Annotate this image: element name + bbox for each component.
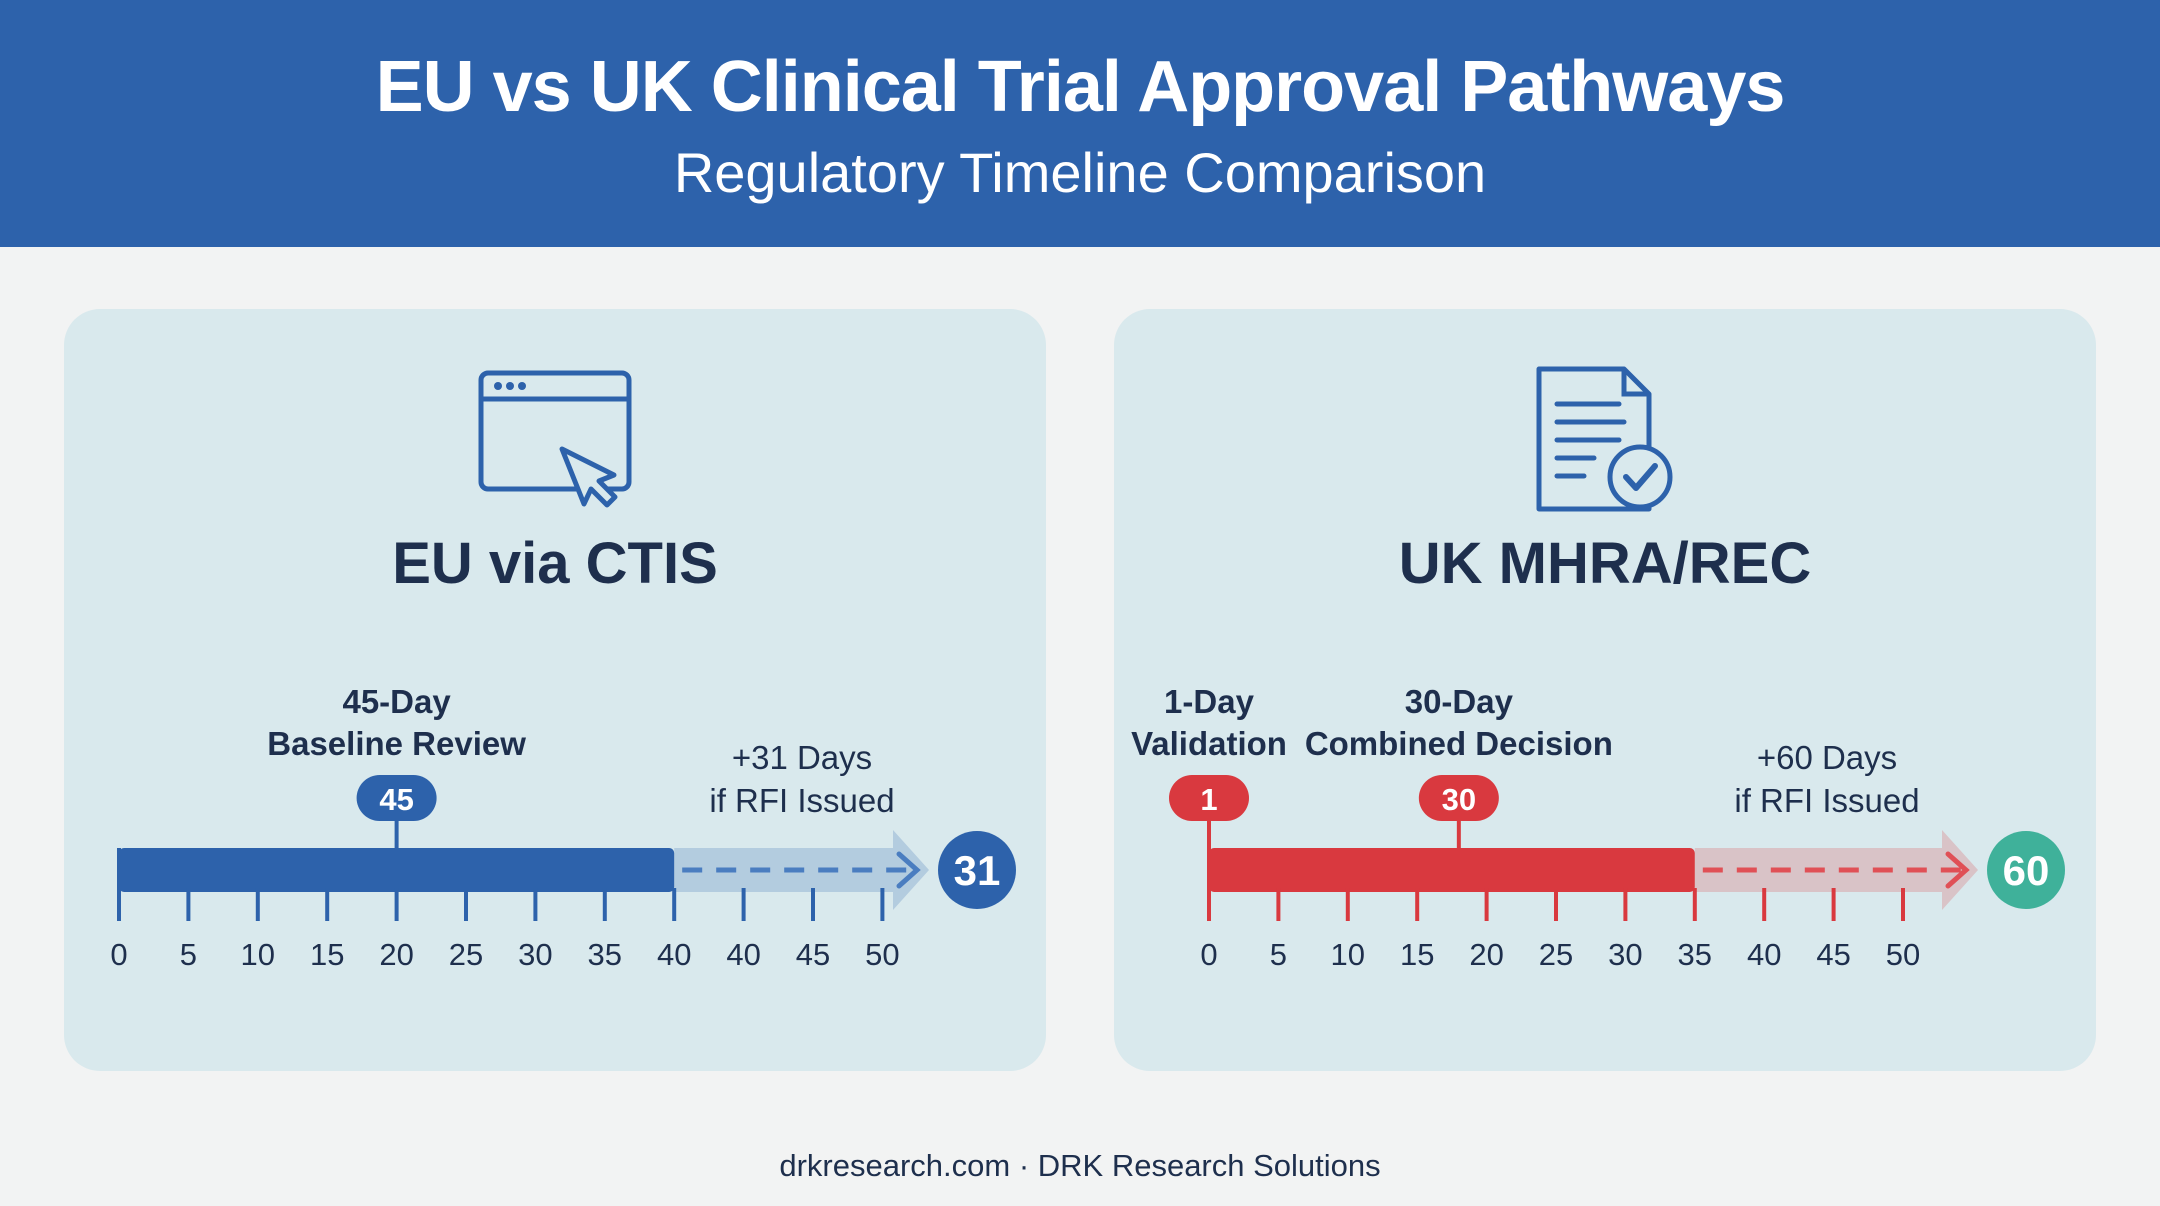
- milestone-label-line1: 30-Day: [1405, 683, 1514, 720]
- tick-label: 40: [657, 937, 691, 972]
- document-checkmark-icon: [1536, 366, 1673, 512]
- milestone-label-line2: Combined Decision: [1305, 725, 1613, 762]
- uk-timeline-diagram: UK MHRA/REC 0 5 10 15 20 25 30 35 40 45 50 1 1-Day Val…: [1131, 366, 2065, 972]
- tick-label: 0: [1200, 937, 1217, 972]
- panel-title: EU via CTIS: [392, 531, 718, 596]
- page-title: EU vs UK Clinical Trial Approval Pathway…: [375, 47, 1786, 127]
- extension-end-badge: [938, 831, 1016, 909]
- milestone-label-line1: 1-Day: [1164, 683, 1255, 720]
- tick-label: 10: [1331, 937, 1365, 972]
- tick-label: 40: [1747, 937, 1781, 972]
- tick-label: 50: [1886, 937, 1920, 972]
- extension-label-line1: +31 Days: [732, 739, 872, 776]
- extension-arrowhead: [896, 851, 921, 889]
- panel-title: UK MHRA/REC: [1399, 531, 1811, 596]
- tick-label: 15: [310, 937, 344, 972]
- eu-timeline-diagram: EU via CTIS 0 5 10 15 20 25 30 35 40 40 45 50 45 45-Da…: [110, 370, 1016, 972]
- tick-label: 40: [726, 937, 760, 972]
- tick-label: 45: [1816, 937, 1850, 972]
- tick-label: 0: [110, 937, 127, 972]
- tick-label: 25: [449, 937, 483, 972]
- tick-label: 35: [1678, 937, 1712, 972]
- extension-arrowhead: [1945, 851, 1970, 889]
- tick-label: 10: [241, 937, 275, 972]
- panel-uk: UK MHRA/REC 0 5 10 15 20 25 30 35 40 45 50 1 1-Day Val…: [1114, 309, 2096, 1071]
- extension-end-value: 60: [2003, 847, 2050, 894]
- tick-label: 25: [1539, 937, 1573, 972]
- panel-eu: EU via CTIS 0 5 10 15 20 25 30 35 40 40 45 50 45 45-Da…: [64, 309, 1046, 1071]
- extension-end-badge: [1987, 831, 2065, 909]
- milestone-label-line2: Validation: [1131, 725, 1287, 762]
- milestone-label-line1: 45-Day: [342, 683, 451, 720]
- tick-label: 5: [1270, 937, 1287, 972]
- tick-label: 20: [379, 937, 413, 972]
- tick-label: 20: [1469, 937, 1503, 972]
- timeline-bar: [119, 848, 675, 892]
- milestone-badge-value: 1: [1200, 782, 1217, 817]
- milestone-badge-value: 45: [379, 782, 413, 817]
- timeline-bar: [1209, 848, 1695, 892]
- extension-label-line2: if RFI Issued: [1734, 782, 1919, 819]
- tick-label: 15: [1400, 937, 1434, 972]
- milestone-label-line2: Baseline Review: [267, 725, 526, 762]
- extension-end-value: 31: [954, 847, 1001, 894]
- milestone-badge: [1169, 775, 1249, 821]
- browser-window-cursor-icon: [478, 370, 632, 508]
- footer-credit: drkresearch.com · DRK Research Solutions: [779, 1148, 1381, 1183]
- header-banner: EU vs UK Clinical Trial Approval Pathway…: [0, 0, 2160, 247]
- extension-label-line2: if RFI Issued: [709, 782, 894, 819]
- tick-label: 30: [1608, 937, 1642, 972]
- milestone-badge-value: 30: [1442, 782, 1476, 817]
- milestone-badge: [356, 775, 437, 821]
- page-subtitle: Regulatory Timeline Comparison: [673, 141, 1487, 204]
- milestone-badge: [1418, 775, 1499, 821]
- tick-label: 35: [588, 937, 622, 972]
- extension-label-line1: +60 Days: [1757, 739, 1897, 776]
- tick-label: 30: [518, 937, 552, 972]
- tick-label: 45: [796, 937, 830, 972]
- tick-label: 5: [180, 937, 197, 972]
- tick-label: 50: [865, 937, 899, 972]
